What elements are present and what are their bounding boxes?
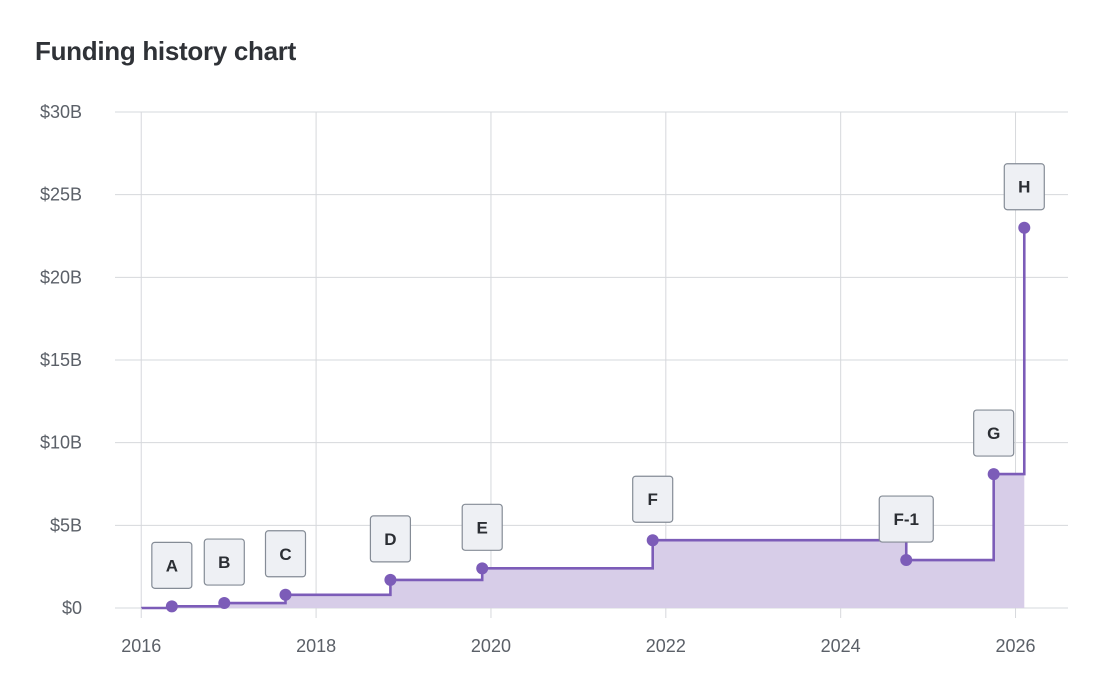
round-marker[interactable]	[384, 573, 397, 586]
round-marker[interactable]	[279, 588, 292, 601]
y-tick-label: $30B	[40, 102, 82, 122]
area-layer	[141, 227, 1025, 608]
round-marker[interactable]	[1018, 221, 1031, 234]
badge-layer: A B C D E F F-1 G H	[151, 163, 1045, 589]
round-marker[interactable]	[646, 534, 659, 547]
round-marker[interactable]	[218, 597, 231, 610]
round-badge[interactable]	[264, 530, 307, 578]
round-badge[interactable]	[1003, 163, 1045, 211]
y-tick-label: $0	[62, 598, 82, 618]
y-tick-label: $5B	[50, 515, 82, 535]
round-badge[interactable]	[369, 515, 412, 563]
round-badge[interactable]	[151, 541, 193, 589]
round-badge-label: H	[1018, 178, 1030, 197]
x-tick-label: 2026	[996, 636, 1036, 656]
round-badge-label: F-1	[894, 510, 920, 529]
x-tick-label: 2018	[296, 636, 336, 656]
round-marker[interactable]	[476, 562, 489, 575]
round-badge-label: A	[166, 556, 178, 575]
x-tick-label: 2024	[821, 636, 861, 656]
chart-title: Funding history chart	[35, 36, 296, 66]
axis-layer: $0 $5B $10B $15B $20B $25B $30B 2016 2018 2020 202…	[40, 102, 1036, 656]
x-tick-label: 2016	[121, 636, 161, 656]
round-badge-label: E	[477, 518, 488, 537]
round-badge-label: B	[218, 553, 230, 572]
round-marker[interactable]	[165, 600, 178, 613]
x-tick-label: 2020	[471, 636, 511, 656]
round-badge-label: C	[279, 545, 291, 564]
round-badge[interactable]	[878, 495, 934, 543]
round-badge[interactable]	[203, 538, 245, 586]
funding-area	[141, 227, 1025, 608]
point-layer	[165, 221, 1031, 613]
round-badge[interactable]	[461, 503, 503, 551]
y-tick-label: $15B	[40, 350, 82, 370]
round-marker[interactable]	[987, 468, 1000, 481]
round-badge-label: D	[384, 530, 396, 549]
y-tick-label: $20B	[40, 267, 82, 287]
round-badge[interactable]	[973, 409, 1015, 457]
round-badge[interactable]	[632, 475, 674, 523]
y-tick-label: $25B	[40, 185, 82, 205]
x-tick-label: 2022	[646, 636, 686, 656]
round-badge-label: F	[648, 490, 658, 509]
round-badge-label: G	[987, 424, 1000, 443]
y-tick-label: $10B	[40, 433, 82, 453]
round-marker[interactable]	[900, 554, 913, 567]
